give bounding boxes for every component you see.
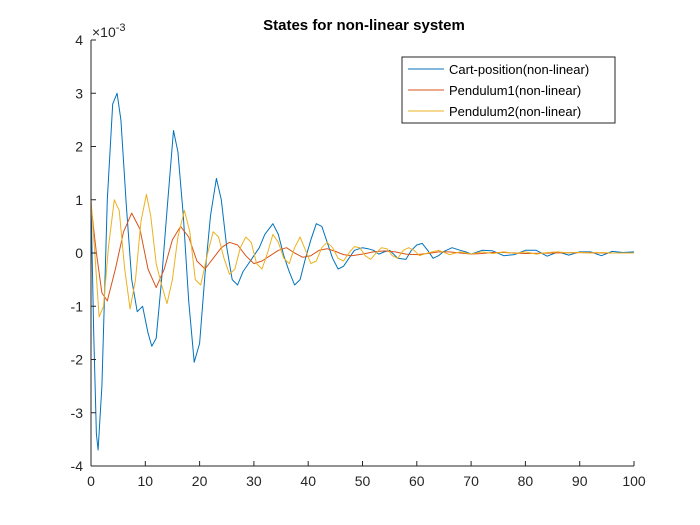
legend-entry-cart: Cart-position(non-linear) (449, 62, 589, 77)
y-tick-label: 2 (75, 139, 83, 155)
x-tick-label: 80 (518, 473, 534, 489)
legend-entry-pendulum1: Pendulum1(non-linear) (449, 83, 581, 98)
chart-title: States for non-linear system (263, 17, 465, 34)
y-axis-exponent: ×10-3 (92, 22, 126, 40)
y-tick-label: 0 (75, 245, 83, 261)
x-tick-label: 20 (192, 473, 208, 489)
x-tick-label: 30 (246, 473, 262, 489)
y-axis-ticks: 4 3 2 1 0 -1 -2 -3 -4 (71, 32, 96, 474)
series-layer (90, 92, 635, 451)
y-tick-label: -4 (71, 458, 84, 474)
y-tick-label: 1 (75, 192, 83, 208)
y-tick-label: 3 (75, 85, 83, 101)
y-tick-label: -1 (71, 298, 84, 314)
y-tick-label: -3 (71, 405, 84, 421)
x-tick-label: 90 (572, 473, 588, 489)
x-tick-label: 10 (138, 473, 154, 489)
x-tick-label: 60 (409, 473, 425, 489)
y-axis-exponent-base: ×10 (92, 24, 116, 40)
series-line-2 (90, 193, 634, 318)
x-tick-label: 40 (300, 473, 316, 489)
x-tick-label: 70 (463, 473, 479, 489)
x-tick-label: 0 (87, 473, 95, 489)
x-axis-ticks: 0 10 20 30 40 50 60 70 80 90 100 (87, 461, 646, 489)
x-tick-label: 50 (355, 473, 371, 489)
y-tick-label: 4 (75, 32, 83, 48)
y-axis-exponent-power: -3 (116, 22, 126, 34)
y-tick-label: -2 (71, 352, 84, 368)
legend: Cart-position(non-linear) Pendulum1(non-… (401, 56, 616, 124)
series-line-0 (90, 92, 635, 451)
x-tick-label: 100 (622, 473, 646, 489)
legend-entry-pendulum2: Pendulum2(non-linear) (449, 104, 581, 119)
